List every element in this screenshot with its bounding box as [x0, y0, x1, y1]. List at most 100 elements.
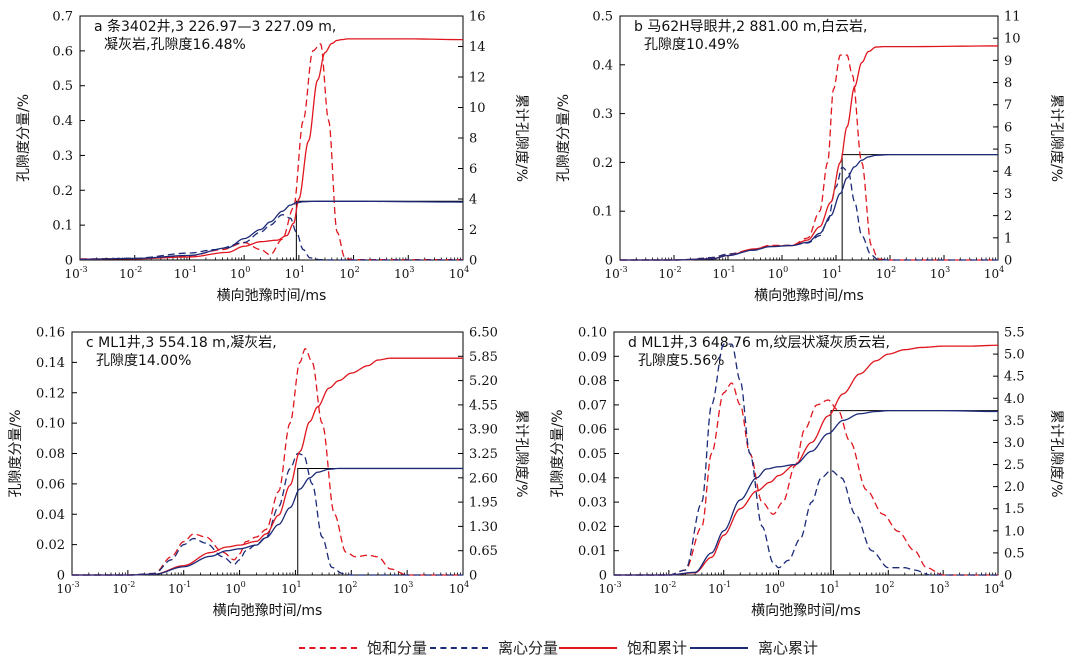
y-right-tick-label: 8 — [1004, 76, 1012, 91]
series-line-sat-frac — [79, 43, 463, 261]
x-tick-exponent: 3 — [409, 265, 414, 274]
x-tick-exponent: 3 — [945, 265, 950, 274]
x-tick-exponent: 1 — [835, 580, 840, 589]
y-right-tick-label: 4.5 — [1004, 370, 1025, 385]
legend-swatch-sat-frac — [299, 647, 357, 649]
legend-label-cen-frac: 离心分量 — [498, 639, 559, 657]
y-left-tick-label: 0.06 — [36, 477, 65, 492]
y-right-tick-label: 2 — [1004, 209, 1012, 224]
x-tick-label: 10-2 — [658, 265, 681, 281]
y-left-tick-label: 0.10 — [36, 417, 65, 432]
x-axis-title: 横向弛豫时间/ms — [754, 288, 864, 304]
x-tick-exponent: 3 — [408, 580, 413, 589]
t2-cutoff-line — [841, 154, 998, 260]
series-line-cen-cum — [79, 200, 464, 260]
y-left-tick-label: 0.7 — [52, 10, 73, 25]
y-right-tick-label: 14 — [469, 40, 486, 55]
t2-cutoff-line — [830, 410, 998, 575]
x-tick-exponent: 2 — [355, 265, 360, 274]
x-tick-exponent: 0 — [245, 265, 250, 274]
x-tick-label: 100 — [764, 580, 784, 596]
y-right-tick-label: 2.5 — [1004, 458, 1025, 473]
y-left-tick-label: 0.02 — [36, 538, 65, 553]
legend-label-cen-cum: 离心累计 — [758, 639, 819, 657]
y-left-tick-label: 0.4 — [52, 114, 73, 129]
y-left-tick-label: 0.5 — [592, 10, 613, 25]
legend-label-sat-cum: 饱和累计 — [627, 639, 688, 657]
y-left-tick-label: 0.09 — [578, 350, 607, 365]
y-right-tick-label: 4 — [469, 193, 477, 208]
x-tick-exponent: 0 — [780, 580, 785, 589]
x-axis-title: 横向弛豫时间/ms — [217, 288, 327, 304]
x-tick-exponent: -3 — [614, 580, 622, 589]
series-line-cen-frac — [79, 214, 463, 261]
y-right-tick-label: 4.0 — [1004, 392, 1025, 407]
x-tick-exponent: 0 — [783, 265, 788, 274]
legend-swatch-sat-cum — [559, 647, 617, 649]
y-right-tick-label: 2 — [469, 223, 477, 238]
y-right-tick-label: 8 — [469, 132, 477, 147]
y-right-tick-label: 6.50 — [469, 326, 498, 341]
x-tick-label: 10-2 — [112, 580, 135, 596]
y-left-tick-label: 0.08 — [578, 374, 607, 389]
y-left-tick-label: 0 — [605, 254, 613, 269]
y-left-axis-title: 孔隙度分量/% — [550, 409, 566, 497]
panel-annotation: 孔隙度5.56% — [638, 353, 724, 369]
y-right-tick-label: 4.55 — [469, 398, 498, 413]
series-line-cen-cum — [72, 467, 463, 576]
y-right-tick-label: 11 — [1004, 10, 1021, 25]
y-right-tick-label: 10 — [469, 101, 486, 116]
legend-swatch-cen-frac — [430, 647, 488, 649]
x-tick-exponent: -1 — [723, 580, 731, 589]
x-tick-label: 10-1 — [168, 580, 191, 596]
y-left-tick-label: 0 — [57, 569, 65, 584]
x-tick-label: 104 — [449, 580, 469, 596]
series-line-cen-frac — [72, 452, 463, 576]
y-right-tick-label: 0 — [469, 569, 477, 584]
y-right-tick-label: 2.60 — [469, 471, 498, 486]
y-left-tick-label: 0.07 — [578, 398, 607, 413]
x-tick-label: 10-1 — [174, 265, 197, 281]
panel-annotation: b 马62H导眼井,2 881.00 m,白云岩, — [634, 19, 867, 35]
y-right-axis-title: 累计孔隙度/% — [513, 409, 529, 497]
y-left-tick-label: 0.12 — [36, 386, 65, 401]
y-right-tick-label: 3.0 — [1004, 436, 1025, 451]
y-left-tick-label: 0.6 — [52, 44, 73, 59]
panel-annotation: 孔隙度10.49% — [644, 37, 739, 53]
series-line-sat-frac — [614, 382, 998, 576]
x-tick-exponent: -2 — [669, 580, 677, 589]
x-tick-label: 10-1 — [712, 265, 735, 281]
y-left-axis-title: 孔隙度分量/% — [556, 94, 572, 182]
y-right-tick-label: 6 — [1004, 120, 1012, 135]
x-tick-label: 101 — [822, 265, 842, 281]
x-tick-label: 104 — [984, 265, 1004, 281]
y-left-tick-label: 0.03 — [578, 496, 607, 511]
y-left-tick-label: 0.06 — [578, 423, 607, 438]
x-tick-exponent: 1 — [297, 580, 302, 589]
y-left-tick-label: 0.2 — [52, 184, 73, 199]
x-tick-exponent: 4 — [999, 580, 1004, 589]
x-tick-exponent: 4 — [464, 580, 469, 589]
y-left-tick-label: 0.14 — [36, 356, 65, 371]
series-line-cen-cum — [620, 153, 998, 261]
panel-a: 10-3 10-2 10-1 100 101 102 103 10400.10.20.30.4… — [16, 10, 529, 305]
y-right-tick-label: 1.95 — [469, 496, 498, 511]
y-left-tick-label: 0.3 — [52, 149, 73, 164]
x-tick-label: 104 — [449, 265, 469, 281]
y-right-tick-label: 0 — [1004, 569, 1012, 584]
x-tick-label: 101 — [819, 580, 839, 596]
y-right-axis-title: 累计孔隙度/% — [513, 94, 529, 182]
panel-annotation: 凝灰岩,孔隙度16.48% — [104, 37, 246, 53]
x-tick-label: 102 — [874, 580, 894, 596]
x-tick-exponent: 4 — [999, 265, 1004, 274]
y-right-tick-label: 5.85 — [469, 350, 498, 365]
y-left-tick-label: 0.5 — [52, 79, 73, 94]
series-line-cen-cum — [614, 409, 999, 576]
x-tick-exponent: -1 — [189, 265, 197, 274]
x-tick-exponent: 2 — [891, 265, 896, 274]
y-left-tick-label: 0.16 — [36, 326, 65, 341]
y-right-tick-label: 1.0 — [1004, 524, 1025, 539]
plot-frame — [619, 15, 999, 261]
x-tick-label: 101 — [285, 265, 305, 281]
y-left-tick-label: 0.2 — [592, 156, 613, 171]
